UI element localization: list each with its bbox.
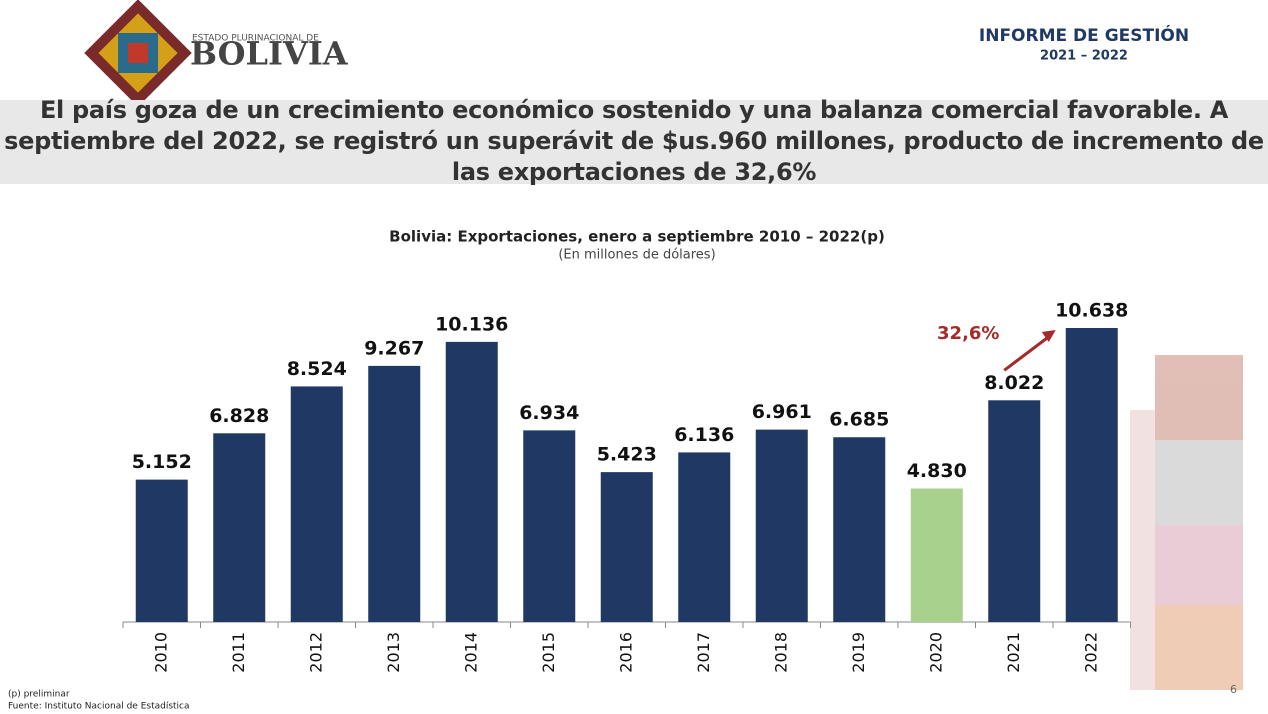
growth-annotation: 32,6% [937,323,999,344]
headline: El país goza de un crecimiento económico… [4,96,1264,186]
x-tick-label: 2013 [384,632,403,673]
report-title: INFORME DE GESTIÓN [979,24,1189,46]
headline-box: El país goza de un crecimiento económico… [4,96,1264,186]
x-tick-label: 2020 [926,632,945,673]
x-tick-label: 2017 [694,632,713,673]
x-tick-label: 2014 [461,632,480,673]
bar [755,429,808,622]
x-tick-label: 2015 [539,632,558,673]
bar [1065,328,1118,622]
bar [833,437,886,622]
value-label: 6.934 [519,402,579,424]
bar [135,479,188,622]
logo [84,0,192,107]
value-label: 4.830 [907,460,967,482]
value-label: 6.828 [209,405,269,427]
value-label: 6.961 [752,401,812,423]
x-tick-label: 2018 [771,632,790,673]
brand-small: ESTADO PLURINACIONAL DE [192,34,319,44]
chart-title: Bolivia: Exportaciones, enero a septiemb… [389,228,885,246]
bar [988,400,1041,622]
brand: BOLIVIA [190,35,349,73]
x-tick-label: 2021 [1004,632,1023,673]
value-label: 9.267 [364,337,424,359]
value-label: 5.423 [597,444,657,466]
report-period: 2021 – 2022 [1040,49,1128,64]
value-label: 10.638 [1055,300,1128,322]
x-tick-label: 2010 [151,632,170,673]
x-tick-label: 2022 [1081,632,1100,673]
value-label: 10.136 [435,313,508,335]
source: Fuente: Instituto Nacional de Estadístic… [8,702,190,712]
value-label: 6.685 [829,409,889,431]
growth-arrow [1003,334,1051,372]
bar [445,341,498,622]
footnote: (p) preliminar [8,690,70,700]
bar [523,430,576,622]
page-number: 6 [1230,683,1237,696]
value-label: 6.136 [674,424,734,446]
bar [290,386,343,622]
value-label: 8.524 [287,358,347,380]
x-tick-label: 2012 [306,632,325,673]
bar [678,452,731,622]
x-tick-label: 2016 [616,632,635,673]
value-label: 8.022 [984,372,1044,394]
bar [600,472,653,622]
pattern [1130,355,1243,690]
bar [368,365,421,622]
x-tick-label: 2019 [849,632,868,673]
bar [910,488,963,622]
headline-band [0,100,1268,184]
value-label: 5.152 [132,451,192,473]
chart-subtitle: (En millones de dólares) [558,248,715,263]
x-tick-label: 2011 [229,632,248,673]
growth-arrowhead [1041,330,1056,342]
bar [213,433,266,622]
